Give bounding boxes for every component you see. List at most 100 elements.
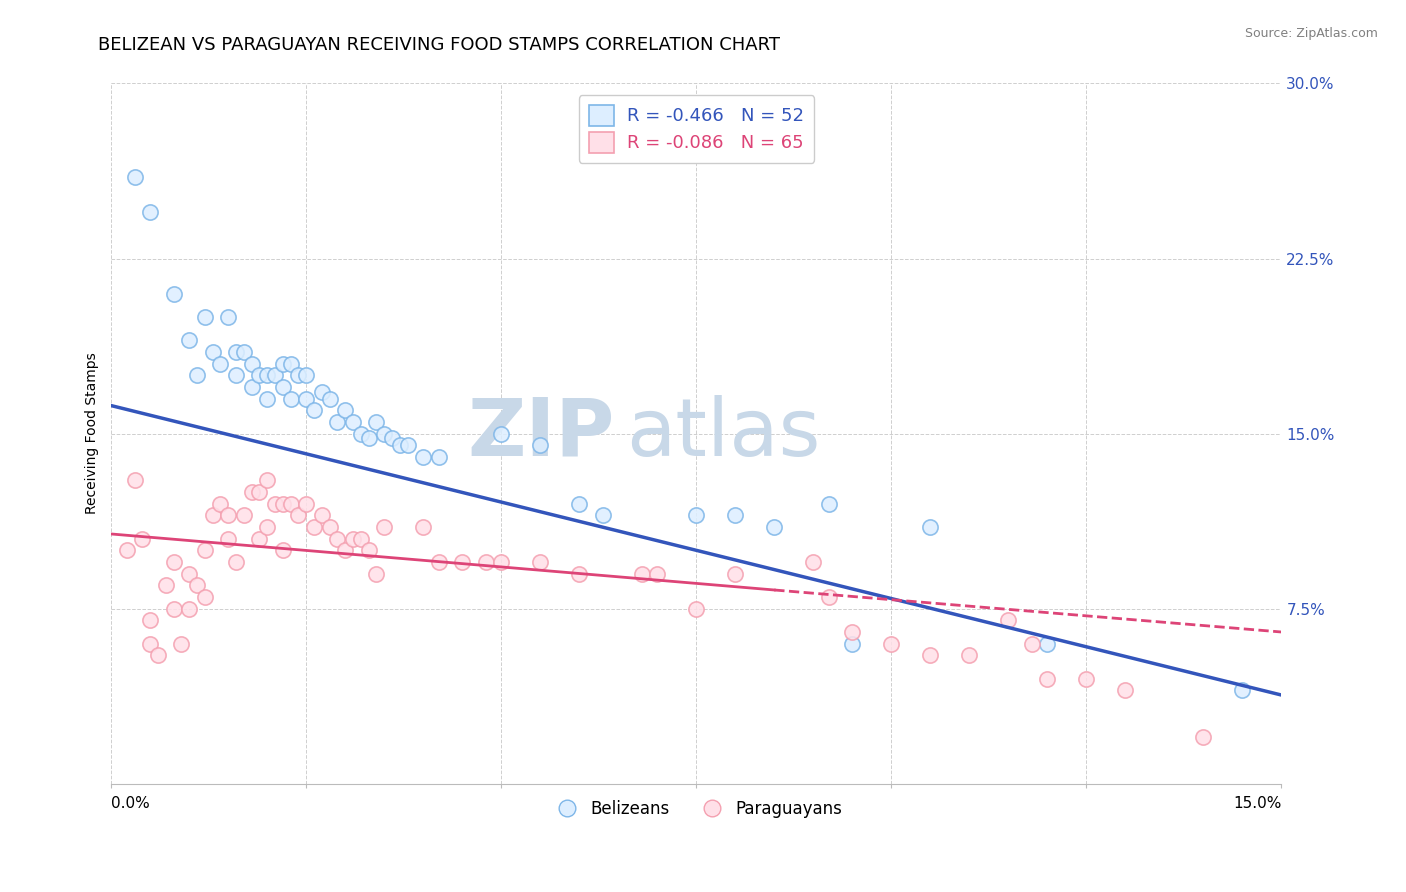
- Point: [841, 625, 863, 640]
- Point: [451, 555, 474, 569]
- Point: [256, 473, 278, 487]
- Point: [333, 403, 356, 417]
- Legend: Belizeans, Paraguayans: Belizeans, Paraguayans: [544, 793, 848, 824]
- Point: [271, 497, 294, 511]
- Point: [271, 543, 294, 558]
- Text: ZIP: ZIP: [467, 394, 614, 473]
- Point: [256, 392, 278, 406]
- Point: [201, 508, 224, 523]
- Point: [1192, 730, 1215, 744]
- Point: [818, 590, 841, 604]
- Point: [209, 497, 232, 511]
- Point: [1114, 683, 1136, 698]
- Point: [342, 415, 364, 429]
- Point: [146, 648, 169, 663]
- Point: [342, 532, 364, 546]
- Point: [287, 368, 309, 383]
- Point: [124, 473, 146, 487]
- Point: [225, 555, 247, 569]
- Point: [801, 555, 824, 569]
- Point: [350, 532, 373, 546]
- Point: [630, 566, 652, 581]
- Point: [256, 368, 278, 383]
- Point: [179, 333, 201, 347]
- Point: [280, 392, 302, 406]
- Point: [186, 368, 208, 383]
- Point: [724, 508, 747, 523]
- Point: [302, 520, 325, 534]
- Point: [427, 450, 450, 464]
- Point: [162, 286, 184, 301]
- Point: [1076, 672, 1098, 686]
- Text: atlas: atlas: [626, 394, 821, 473]
- Point: [256, 520, 278, 534]
- Y-axis label: Receiving Food Stamps: Receiving Food Stamps: [86, 352, 100, 515]
- Point: [489, 426, 512, 441]
- Point: [217, 310, 239, 324]
- Point: [373, 520, 395, 534]
- Text: 15.0%: 15.0%: [1233, 797, 1281, 812]
- Point: [124, 169, 146, 184]
- Point: [427, 555, 450, 569]
- Point: [179, 566, 201, 581]
- Point: [311, 384, 333, 399]
- Point: [115, 543, 138, 558]
- Point: [201, 344, 224, 359]
- Point: [139, 613, 162, 627]
- Point: [763, 520, 786, 534]
- Point: [264, 368, 287, 383]
- Point: [240, 357, 263, 371]
- Point: [247, 485, 270, 500]
- Point: [1036, 672, 1059, 686]
- Point: [240, 485, 263, 500]
- Point: [280, 357, 302, 371]
- Text: 0.0%: 0.0%: [111, 797, 150, 812]
- Point: [841, 637, 863, 651]
- Point: [957, 648, 980, 663]
- Point: [997, 613, 1019, 627]
- Point: [194, 310, 217, 324]
- Point: [412, 450, 434, 464]
- Point: [139, 204, 162, 219]
- Point: [295, 368, 318, 383]
- Point: [280, 497, 302, 511]
- Point: [529, 438, 551, 452]
- Point: [373, 426, 395, 441]
- Point: [350, 426, 373, 441]
- Point: [880, 637, 903, 651]
- Point: [685, 601, 707, 615]
- Point: [302, 403, 325, 417]
- Point: [920, 648, 942, 663]
- Point: [247, 532, 270, 546]
- Point: [240, 380, 263, 394]
- Point: [920, 520, 942, 534]
- Point: [225, 344, 247, 359]
- Point: [232, 508, 254, 523]
- Point: [139, 637, 162, 651]
- Point: [311, 508, 333, 523]
- Point: [318, 520, 340, 534]
- Point: [162, 601, 184, 615]
- Point: [645, 566, 668, 581]
- Point: [271, 380, 294, 394]
- Point: [568, 497, 591, 511]
- Point: [318, 392, 340, 406]
- Point: [1232, 683, 1254, 698]
- Point: [357, 543, 380, 558]
- Point: [529, 555, 551, 569]
- Point: [333, 543, 356, 558]
- Point: [1036, 637, 1059, 651]
- Point: [489, 555, 512, 569]
- Text: Source: ZipAtlas.com: Source: ZipAtlas.com: [1244, 27, 1378, 40]
- Point: [186, 578, 208, 592]
- Point: [295, 497, 318, 511]
- Point: [209, 357, 232, 371]
- Point: [685, 508, 707, 523]
- Text: BELIZEAN VS PARAGUAYAN RECEIVING FOOD STAMPS CORRELATION CHART: BELIZEAN VS PARAGUAYAN RECEIVING FOOD ST…: [98, 36, 780, 54]
- Point: [271, 357, 294, 371]
- Point: [295, 392, 318, 406]
- Point: [326, 532, 349, 546]
- Point: [592, 508, 614, 523]
- Point: [155, 578, 177, 592]
- Point: [194, 543, 217, 558]
